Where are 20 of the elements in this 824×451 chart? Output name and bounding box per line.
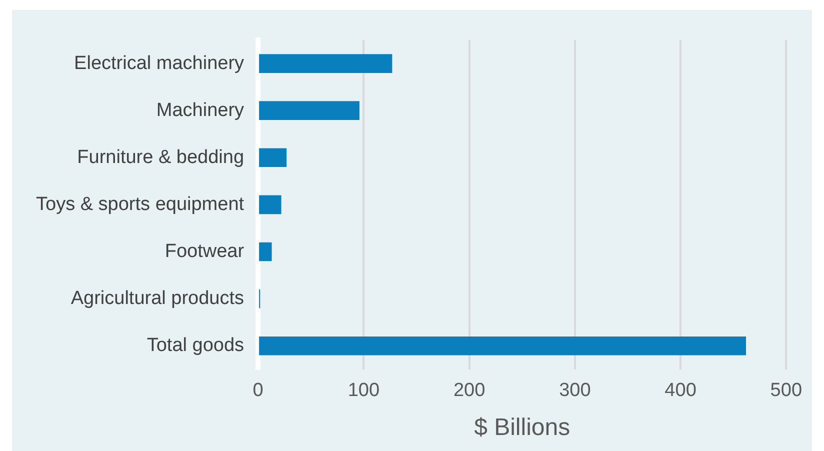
bar xyxy=(259,101,360,120)
y-tick-label: Electrical machinery xyxy=(74,52,245,74)
x-tick-label: 100 xyxy=(348,380,380,402)
y-tick-label: Agricultural products xyxy=(70,288,244,310)
x-tick-label: 500 xyxy=(770,380,802,402)
y-tick-label: Footwear xyxy=(164,240,245,262)
x-tick-label: 400 xyxy=(664,380,696,402)
x-axis-title: $ Billions xyxy=(474,414,570,442)
bar xyxy=(259,336,746,356)
bar xyxy=(259,148,287,168)
y-tick-label: Total goods xyxy=(146,335,244,356)
y-tick-label: Toys & sports equipment xyxy=(36,194,245,215)
bar xyxy=(259,242,272,262)
y-tick-label: Machinery xyxy=(156,100,245,121)
y-tick-label: Furniture & bedding xyxy=(77,146,244,168)
bar xyxy=(259,54,392,73)
bar xyxy=(259,195,282,214)
x-tick-label: 0 xyxy=(252,380,264,402)
x-tick-label: 200 xyxy=(453,380,486,402)
x-tick-label: 300 xyxy=(559,380,591,402)
